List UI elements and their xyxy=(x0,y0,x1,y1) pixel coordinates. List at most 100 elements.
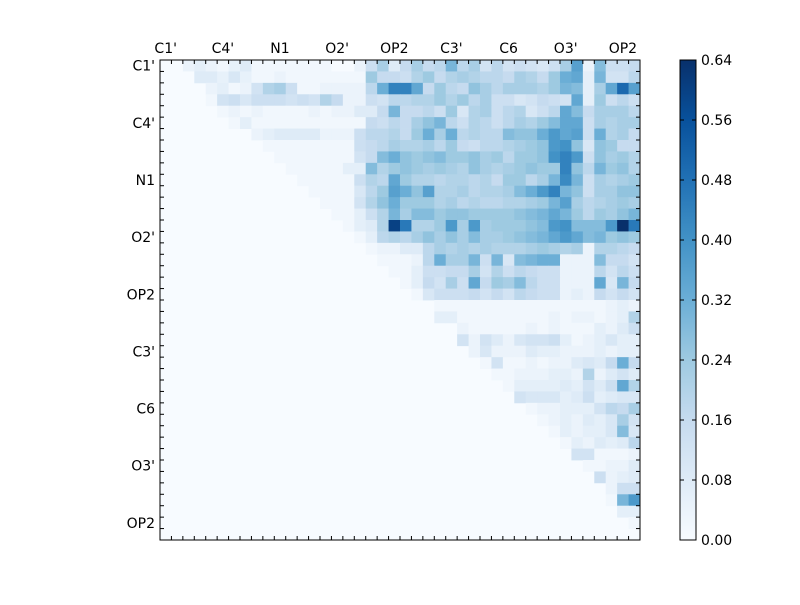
heatmap-cell xyxy=(571,242,584,255)
heatmap-cell xyxy=(411,288,424,301)
heatmap-cell xyxy=(628,105,641,118)
heatmap-cell xyxy=(445,105,458,118)
heatmap-cell xyxy=(411,105,424,118)
heatmap-cell xyxy=(377,82,389,95)
heatmap-cell xyxy=(502,140,515,152)
heatmap-cell xyxy=(537,128,549,141)
heatmap-cell xyxy=(274,105,287,118)
heatmap-cell xyxy=(548,345,561,358)
heatmap-cell xyxy=(525,208,538,221)
heatmap-cell xyxy=(388,242,401,255)
heatmap-cell xyxy=(411,71,424,84)
heatmap-cell xyxy=(571,197,584,209)
heatmap-cell xyxy=(502,60,515,72)
heatmap-cell xyxy=(537,71,549,84)
heatmap-cell xyxy=(628,288,641,301)
heatmap-cell xyxy=(262,71,275,84)
heatmap-cell xyxy=(571,437,584,449)
heatmap-cell xyxy=(251,71,264,84)
heatmap-cell xyxy=(308,174,321,187)
heatmap-cell xyxy=(617,311,629,324)
heatmap-cell xyxy=(320,71,332,84)
heatmap-cell xyxy=(548,71,561,84)
heatmap-cell xyxy=(617,208,629,221)
heatmap-cell xyxy=(457,151,469,164)
heatmap-cell xyxy=(308,140,321,152)
heatmap-cell xyxy=(617,174,629,187)
heatmap-cell xyxy=(560,391,572,404)
heatmap-cell xyxy=(480,254,492,267)
heatmap-cell xyxy=(411,254,424,267)
heatmap-cell xyxy=(582,162,595,175)
heatmap-cell xyxy=(605,82,618,95)
heatmap-cell xyxy=(308,151,321,164)
heatmap-cell xyxy=(548,174,561,187)
heatmap-cell xyxy=(617,82,629,95)
x-tick-label: N1 xyxy=(270,41,289,57)
heatmap-cell xyxy=(217,71,229,84)
heatmap-cell xyxy=(617,277,629,289)
heatmap-cell xyxy=(548,322,561,335)
heatmap-cell xyxy=(377,128,389,141)
heatmap-cell xyxy=(274,60,287,72)
heatmap-cell xyxy=(468,82,481,95)
heatmap-cell xyxy=(525,185,538,198)
heatmap-cell xyxy=(331,162,344,175)
heatmap-cell xyxy=(502,322,515,335)
heatmap-cell xyxy=(514,277,527,289)
heatmap-cell xyxy=(285,105,298,118)
heatmap-cell xyxy=(628,494,641,507)
heatmap-cell xyxy=(377,94,389,107)
heatmap-cell xyxy=(617,482,629,495)
heatmap-cell xyxy=(525,71,538,84)
heatmap-cell xyxy=(400,220,412,232)
y-tick-label: C1' xyxy=(132,59,155,75)
heatmap-cell xyxy=(388,197,401,209)
heatmap-cell xyxy=(342,140,355,152)
heatmap-cell xyxy=(525,197,538,209)
heatmap-cell xyxy=(628,117,641,129)
heatmap-cell xyxy=(582,208,595,221)
heatmap-cell xyxy=(548,82,561,95)
heatmap-cell xyxy=(594,357,607,369)
heatmap-cell xyxy=(582,414,595,427)
heatmap-cell xyxy=(354,174,367,187)
heatmap-cell xyxy=(502,94,515,107)
heatmap-cell xyxy=(571,311,584,324)
heatmap-cell xyxy=(331,94,344,107)
heatmap-cell xyxy=(411,208,424,221)
heatmap-cell xyxy=(548,368,561,381)
heatmap-cell xyxy=(445,185,458,198)
heatmap-cell xyxy=(274,94,287,107)
heatmap-cell xyxy=(582,231,595,244)
heatmap-cell xyxy=(628,414,641,427)
heatmap-cell xyxy=(468,311,481,324)
heatmap-cell xyxy=(411,128,424,141)
heatmap-cell xyxy=(377,208,389,221)
heatmap-cell xyxy=(445,277,458,289)
heatmap-cell xyxy=(240,105,252,118)
heatmap-cell xyxy=(525,402,538,415)
heatmap-cell xyxy=(331,82,344,95)
heatmap-cell xyxy=(457,140,469,152)
heatmap-cell xyxy=(628,471,641,484)
heatmap-cell xyxy=(342,128,355,141)
heatmap-cell xyxy=(537,162,549,175)
heatmap-cell xyxy=(582,300,595,312)
heatmap-cell xyxy=(594,460,607,472)
heatmap-cell xyxy=(537,94,549,107)
heatmap-cell xyxy=(228,117,241,129)
heatmap-cell xyxy=(502,368,515,381)
heatmap-cell xyxy=(502,220,515,232)
heatmap-cell xyxy=(491,151,504,164)
heatmap-cell xyxy=(388,94,401,107)
heatmap-cell xyxy=(525,117,538,129)
heatmap-cell xyxy=(422,277,435,289)
heatmap-cell xyxy=(594,60,607,72)
heatmap-cell xyxy=(320,128,332,141)
heatmap-cell xyxy=(480,300,492,312)
y-tick-label: C6 xyxy=(136,402,155,418)
heatmap-cell xyxy=(480,174,492,187)
heatmap-cell xyxy=(434,197,447,209)
heatmap-cell xyxy=(525,345,538,358)
